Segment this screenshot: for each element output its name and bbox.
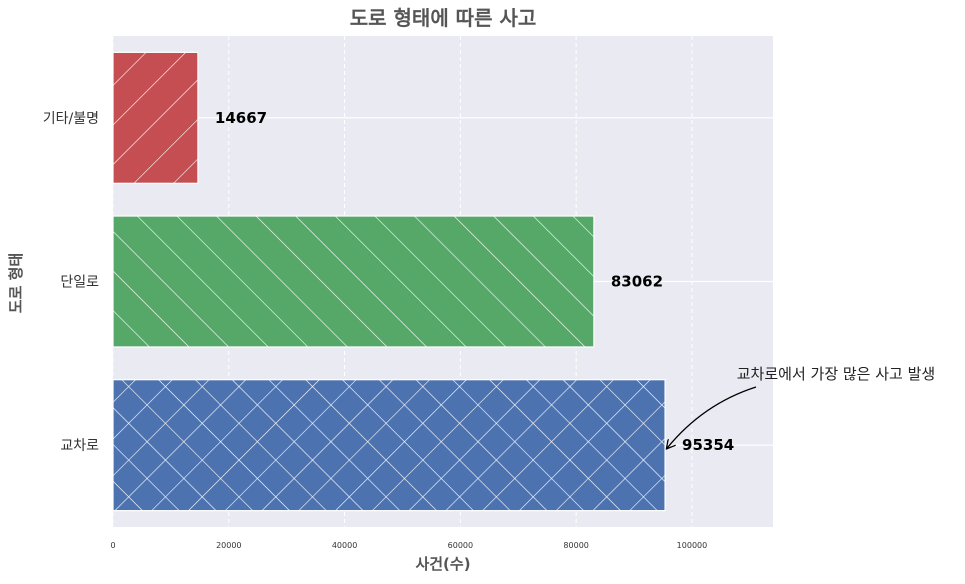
x-tick-label: 100000 xyxy=(677,541,708,550)
bar-0 xyxy=(112,379,666,512)
data-labels: 95354 83062 14667 xyxy=(215,109,734,454)
y-tick-label: 기타/불명 xyxy=(43,111,99,127)
annotation-text: 교차로에서 가장 많은 사고 발생 xyxy=(737,365,935,383)
x-tick-label: 0 xyxy=(110,541,115,550)
y-axis-label: 도로 형태 xyxy=(7,253,25,313)
x-tick-labels: 0 20000 40000 60000 80000 100000 xyxy=(110,541,707,550)
y-tick-label: 교차로 xyxy=(60,438,99,454)
data-label: 14667 xyxy=(215,109,267,127)
y-tick-label: 단일로 xyxy=(60,275,99,291)
x-tick-label: 40000 xyxy=(332,541,357,550)
bar-2 xyxy=(112,51,199,184)
bar-hatch xyxy=(112,379,666,512)
x-axis-label: 사건(수) xyxy=(415,555,470,573)
bars xyxy=(112,51,666,512)
annotation-arrow xyxy=(667,386,757,448)
bar-hatch xyxy=(112,51,199,184)
x-tick-label: 20000 xyxy=(216,541,241,550)
x-tick-label: 80000 xyxy=(563,541,588,550)
data-label: 83062 xyxy=(611,273,663,291)
y-tick-labels: 교차로 단일로 기타/불명 xyxy=(43,111,99,454)
chart-title: 도로 형태에 따른 사고 xyxy=(350,6,537,30)
data-label: 95354 xyxy=(682,436,734,454)
bar-hatch xyxy=(112,215,595,348)
x-tick-label: 60000 xyxy=(448,541,473,550)
annotation: 교차로에서 가장 많은 사고 발생 xyxy=(667,365,935,448)
bar-1 xyxy=(112,215,595,348)
